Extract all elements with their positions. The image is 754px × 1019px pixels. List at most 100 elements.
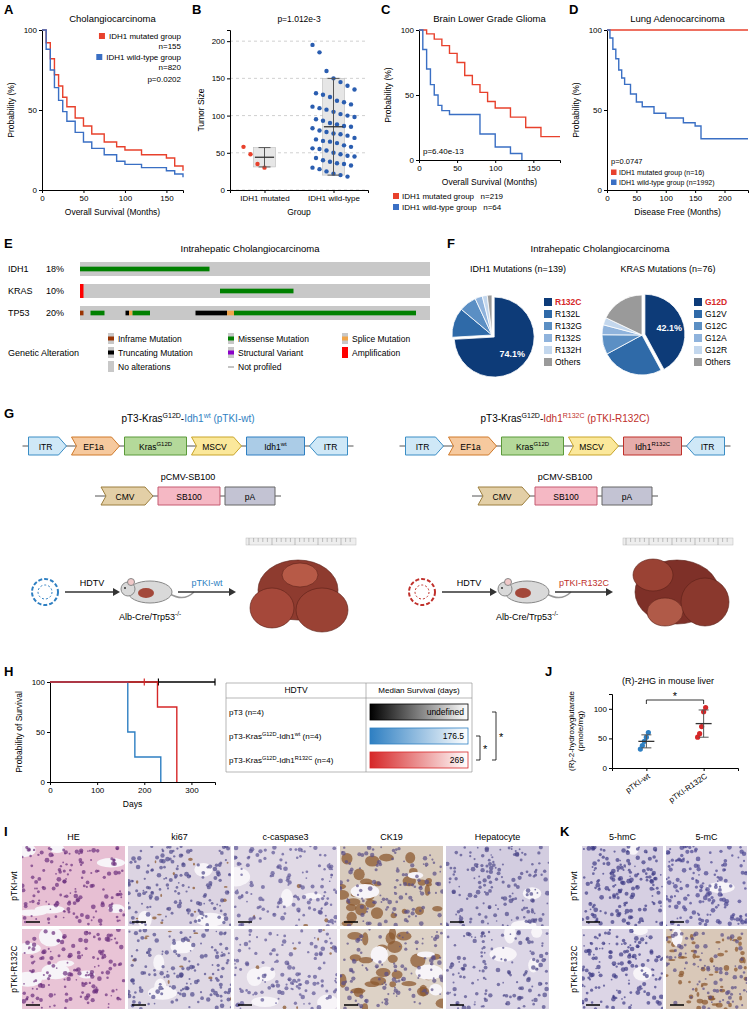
legend-label: IDH1 wild-type group (n=1992) bbox=[619, 179, 715, 187]
sd-box bbox=[254, 148, 276, 167]
nucleus bbox=[511, 919, 513, 921]
significance: * bbox=[483, 743, 488, 755]
nucleus bbox=[228, 988, 231, 993]
liver-photo bbox=[282, 563, 318, 587]
nucleus bbox=[84, 931, 89, 936]
nucleus bbox=[62, 880, 66, 884]
nucleus bbox=[542, 913, 545, 916]
nucleus bbox=[239, 944, 241, 946]
nucleus bbox=[91, 848, 96, 853]
tick: 0 bbox=[221, 186, 230, 195]
legend-title: Genetic Alteration bbox=[8, 348, 79, 358]
km-panel: 050100150050100CholangiocarcinomaOverall… bbox=[6, 13, 184, 217]
legend-swatch bbox=[544, 358, 552, 366]
nucleus bbox=[458, 886, 460, 888]
nucleus bbox=[321, 907, 323, 909]
nucleus bbox=[485, 892, 489, 896]
nucleus bbox=[384, 920, 388, 924]
nucleus bbox=[247, 991, 251, 995]
nucleus bbox=[455, 851, 459, 855]
nucleus bbox=[119, 945, 124, 950]
element-label: SB100 bbox=[176, 492, 202, 502]
stain bbox=[152, 917, 157, 920]
axis-title: Days bbox=[123, 799, 142, 809]
table-rule bbox=[472, 683, 473, 772]
nucleus bbox=[173, 972, 175, 974]
data-point bbox=[255, 162, 259, 166]
nucleus bbox=[487, 923, 489, 925]
nucleus bbox=[276, 983, 280, 987]
axis-line bbox=[416, 31, 420, 161]
nucleus bbox=[296, 908, 300, 912]
nucleus bbox=[271, 983, 275, 987]
data-point bbox=[345, 133, 349, 137]
title: KRAS Mutations (n=76) bbox=[621, 264, 716, 274]
nucleus bbox=[513, 853, 516, 856]
nucleus bbox=[335, 973, 337, 976]
nucleus bbox=[119, 909, 123, 913]
stain bbox=[193, 932, 198, 934]
construct: pT3-KrasG12D-Idh1R132C (pTKI-R132C)ITREF… bbox=[400, 412, 734, 626]
stain bbox=[389, 981, 396, 987]
alteration bbox=[126, 311, 130, 316]
nucleus bbox=[119, 920, 121, 922]
nucleus bbox=[234, 967, 237, 970]
nucleus bbox=[467, 869, 470, 872]
nucleus bbox=[141, 903, 143, 905]
nucleus bbox=[449, 881, 451, 883]
axis-line bbox=[420, 161, 561, 164]
tick-mark bbox=[495, 160, 496, 163]
nucleus bbox=[91, 884, 95, 888]
legend-swatch bbox=[694, 346, 702, 354]
tick-mark bbox=[609, 738, 612, 739]
stain bbox=[340, 974, 347, 988]
nucleus bbox=[244, 942, 248, 946]
nucleus bbox=[364, 851, 368, 855]
ruler-tick bbox=[704, 538, 705, 542]
tick: 100 bbox=[594, 705, 612, 714]
nucleus bbox=[221, 951, 223, 953]
gene-label: IDH1 bbox=[8, 264, 29, 274]
nucleus bbox=[76, 967, 81, 972]
nucleus bbox=[215, 955, 219, 959]
nucleus bbox=[395, 848, 398, 851]
nucleus bbox=[281, 853, 284, 856]
significance: * bbox=[499, 731, 504, 743]
dot-plot: 050100pTKI-wtpTKI-R132C(R)-2HG in mouse … bbox=[567, 676, 739, 805]
tick: 100 bbox=[24, 26, 42, 35]
micrograph-ground bbox=[446, 846, 549, 926]
legend-swatch bbox=[611, 180, 617, 186]
nucleus bbox=[321, 979, 324, 982]
micrograph bbox=[234, 846, 337, 926]
nucleus bbox=[57, 939, 60, 942]
nucleus bbox=[135, 889, 138, 892]
nucleus bbox=[329, 880, 331, 882]
alteration bbox=[133, 311, 151, 316]
nucleus bbox=[431, 936, 433, 938]
nucleus bbox=[220, 910, 223, 913]
scale-bar bbox=[450, 921, 464, 923]
arrow-head bbox=[490, 588, 497, 596]
nucleus bbox=[430, 968, 432, 970]
data-point bbox=[248, 152, 252, 156]
nucleus bbox=[497, 868, 501, 872]
tick-mark bbox=[416, 160, 419, 161]
median-bar bbox=[370, 704, 468, 720]
nucleus bbox=[423, 863, 425, 865]
nucleus bbox=[169, 857, 172, 860]
lumen bbox=[78, 971, 95, 979]
micrograph bbox=[234, 929, 337, 1009]
data-point bbox=[314, 137, 318, 141]
nucleus bbox=[226, 962, 229, 965]
nucleus bbox=[403, 860, 405, 862]
axis-title: Disease Free (Months) bbox=[634, 207, 721, 217]
nucleus bbox=[468, 893, 473, 898]
nucleus bbox=[162, 850, 165, 853]
nucleus bbox=[65, 878, 67, 880]
nucleus bbox=[131, 916, 135, 920]
nucleus bbox=[271, 967, 275, 971]
nucleus bbox=[190, 900, 192, 902]
tick: 0 bbox=[41, 778, 50, 787]
nucleus bbox=[248, 929, 252, 933]
legend-swatch bbox=[342, 333, 348, 344]
